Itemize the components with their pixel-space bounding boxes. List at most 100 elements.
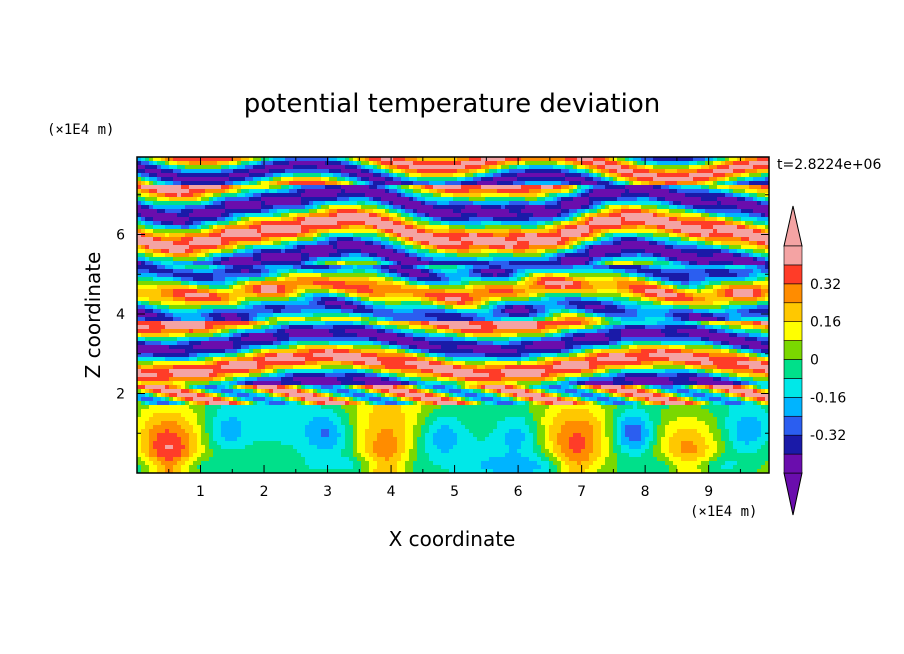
contour-cell (665, 325, 698, 330)
contour-cell (137, 413, 142, 418)
contour-cell (457, 269, 470, 274)
contour-cell (425, 253, 446, 258)
contour-cell (249, 217, 282, 222)
contour-cell (745, 221, 754, 226)
contour-cell (393, 453, 402, 458)
contour-cell (673, 317, 682, 322)
contour-cell (521, 229, 550, 234)
contour-cell (285, 289, 294, 294)
contour-cell (453, 193, 482, 198)
contour-cell (225, 205, 262, 210)
contour-cell (617, 453, 630, 458)
contour-cell (665, 453, 674, 458)
contour-cell (297, 389, 302, 394)
contour-cell (149, 401, 158, 406)
contour-cell (661, 417, 678, 422)
contour-cell (553, 333, 562, 338)
contour-cell (669, 357, 710, 362)
contour-cell (669, 457, 682, 462)
contour-cell (185, 221, 194, 226)
contour-cell (161, 329, 190, 334)
contour-cell (717, 165, 730, 170)
contour-cell (733, 253, 742, 258)
contour-cell (189, 241, 222, 246)
contour-cell (469, 217, 494, 222)
contour-cell (413, 433, 422, 438)
contour-cell (157, 457, 166, 462)
contour-cell (377, 317, 386, 322)
contour-cell (373, 301, 386, 306)
contour-cell (337, 289, 346, 294)
contour-cell (369, 161, 374, 166)
contour-cell (441, 449, 450, 454)
contour-cell (721, 389, 726, 394)
contour-cell (741, 385, 746, 390)
contour-cell (285, 329, 330, 334)
contour-cell (377, 353, 406, 358)
contour-cell (213, 437, 226, 442)
contour-cell (481, 205, 502, 210)
contour-cell (585, 237, 594, 242)
contour-cell (417, 221, 430, 226)
contour-cell (733, 297, 758, 302)
contour-cell (313, 325, 334, 330)
contour-cell (605, 157, 610, 162)
contour-cell (365, 429, 382, 434)
contour-cell (261, 201, 266, 206)
contour-cell (561, 169, 570, 174)
contour-cell (553, 221, 562, 226)
contour-cell (337, 261, 346, 266)
contour-cell (629, 273, 638, 278)
contour-cell (709, 373, 714, 378)
contour-cell (753, 165, 769, 170)
contour-cell (177, 213, 190, 218)
contour-cell (685, 293, 694, 298)
contour-cell (453, 361, 466, 366)
contour-cell (713, 313, 730, 318)
contour-cell (557, 469, 562, 473)
contour-cell (581, 461, 594, 466)
contour-cell (641, 157, 654, 162)
contour-cell (209, 337, 230, 342)
contour-cell (229, 393, 238, 398)
contour-cell (281, 173, 294, 178)
contour-cell (617, 457, 658, 462)
contour-cell (181, 389, 190, 394)
contour-cell (749, 181, 769, 186)
contour-cell (365, 193, 398, 198)
contour-cell (505, 453, 522, 458)
contour-cell (357, 165, 362, 170)
contour-cell (461, 281, 470, 286)
contour-cell (625, 157, 630, 162)
contour-cell (301, 261, 306, 266)
contour-cell (301, 185, 326, 190)
contour-cell (321, 233, 330, 238)
contour-cell (329, 229, 378, 234)
contour-cell (501, 165, 510, 170)
contour-cell (725, 329, 734, 334)
contour-cell (161, 249, 170, 254)
contour-cell (189, 161, 218, 166)
contour-cell (573, 349, 582, 354)
contour-cell (225, 201, 262, 206)
contour-cell (245, 297, 290, 302)
contour-cell (409, 349, 414, 354)
contour-cell (753, 369, 766, 374)
contour-cell (237, 193, 246, 198)
contour-cell (281, 177, 294, 182)
contour-cell (657, 209, 670, 214)
contour-cell (569, 469, 586, 473)
contour-cell (209, 257, 214, 262)
contour-cell (565, 249, 574, 254)
contour-cell (597, 357, 638, 362)
contour-cell (725, 293, 734, 298)
contour-cell (461, 209, 510, 214)
contour-cell (589, 225, 622, 230)
contour-cell (637, 389, 646, 394)
contour-cell (617, 437, 622, 442)
contour-cell (761, 329, 769, 334)
contour-cell (569, 377, 578, 382)
contour-cell (317, 241, 330, 246)
contour-cell (409, 449, 418, 454)
